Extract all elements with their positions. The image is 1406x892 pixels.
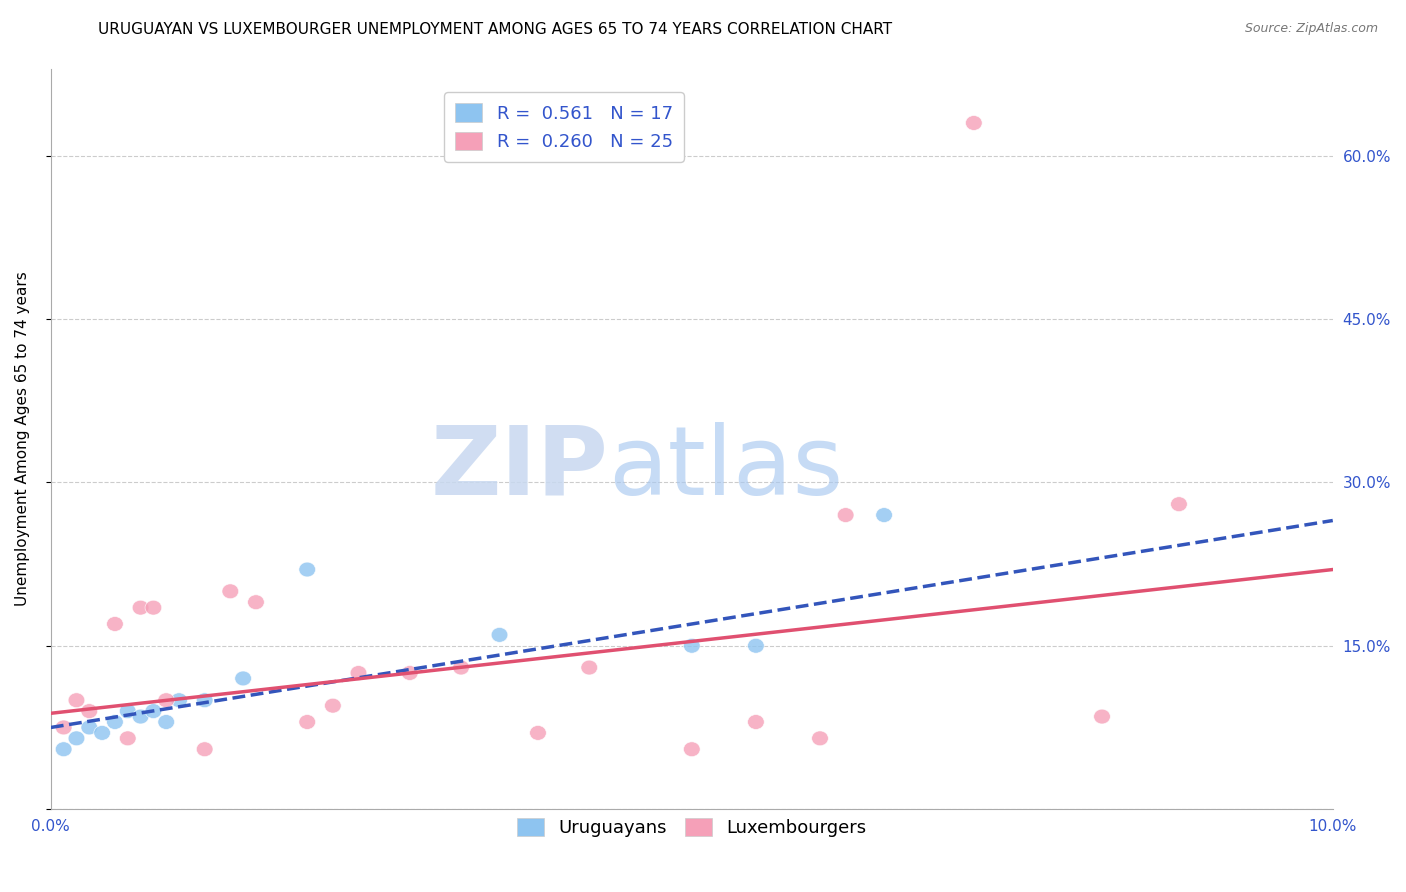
Ellipse shape bbox=[170, 693, 187, 707]
Ellipse shape bbox=[94, 725, 111, 740]
Ellipse shape bbox=[748, 714, 765, 730]
Ellipse shape bbox=[107, 714, 124, 730]
Ellipse shape bbox=[530, 725, 547, 740]
Ellipse shape bbox=[748, 639, 765, 653]
Ellipse shape bbox=[1094, 709, 1111, 724]
Ellipse shape bbox=[299, 562, 315, 577]
Ellipse shape bbox=[120, 731, 136, 746]
Ellipse shape bbox=[82, 704, 97, 719]
Ellipse shape bbox=[966, 116, 983, 130]
Ellipse shape bbox=[120, 704, 136, 719]
Ellipse shape bbox=[67, 693, 84, 707]
Ellipse shape bbox=[247, 595, 264, 609]
Text: ZIP: ZIP bbox=[430, 422, 609, 515]
Y-axis label: Unemployment Among Ages 65 to 74 years: Unemployment Among Ages 65 to 74 years bbox=[15, 271, 30, 607]
Ellipse shape bbox=[132, 600, 149, 615]
Ellipse shape bbox=[876, 508, 893, 523]
Ellipse shape bbox=[107, 616, 124, 632]
Ellipse shape bbox=[581, 660, 598, 675]
Ellipse shape bbox=[235, 671, 252, 686]
Ellipse shape bbox=[145, 704, 162, 719]
Ellipse shape bbox=[683, 639, 700, 653]
Ellipse shape bbox=[325, 698, 342, 713]
Ellipse shape bbox=[157, 714, 174, 730]
Ellipse shape bbox=[453, 660, 470, 675]
Ellipse shape bbox=[491, 627, 508, 642]
Ellipse shape bbox=[197, 693, 212, 707]
Ellipse shape bbox=[811, 731, 828, 746]
Ellipse shape bbox=[1171, 497, 1187, 512]
Text: Source: ZipAtlas.com: Source: ZipAtlas.com bbox=[1244, 22, 1378, 36]
Ellipse shape bbox=[402, 665, 418, 681]
Ellipse shape bbox=[197, 742, 212, 756]
Ellipse shape bbox=[683, 742, 700, 756]
Ellipse shape bbox=[222, 584, 239, 599]
Legend: Uruguayans, Luxembourgers: Uruguayans, Luxembourgers bbox=[510, 811, 875, 845]
Ellipse shape bbox=[67, 731, 84, 746]
Ellipse shape bbox=[145, 600, 162, 615]
Text: URUGUAYAN VS LUXEMBOURGER UNEMPLOYMENT AMONG AGES 65 TO 74 YEARS CORRELATION CHA: URUGUAYAN VS LUXEMBOURGER UNEMPLOYMENT A… bbox=[98, 22, 893, 37]
Ellipse shape bbox=[55, 720, 72, 735]
Ellipse shape bbox=[157, 693, 174, 707]
Ellipse shape bbox=[132, 709, 149, 724]
Ellipse shape bbox=[350, 665, 367, 681]
Ellipse shape bbox=[838, 508, 853, 523]
Text: atlas: atlas bbox=[609, 422, 844, 515]
Ellipse shape bbox=[299, 714, 315, 730]
Ellipse shape bbox=[55, 742, 72, 756]
Ellipse shape bbox=[82, 720, 97, 735]
